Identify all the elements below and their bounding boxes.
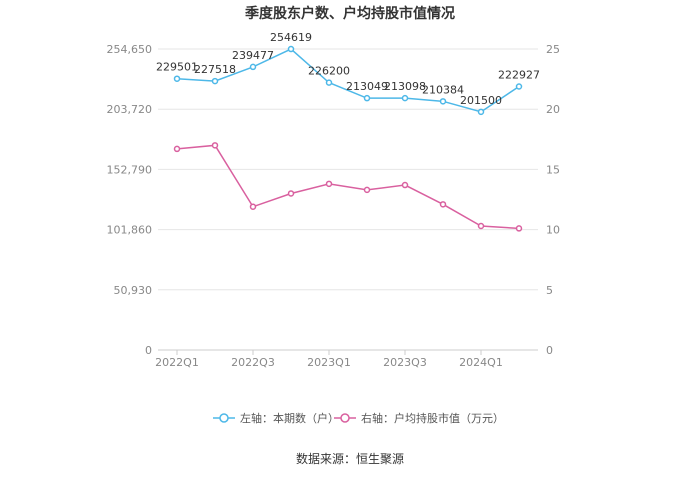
legend-item-1: 左轴：本期数（户） <box>213 411 339 425</box>
x-axis: 2022Q1 2022Q3 2023Q1 2023Q3 2024Q1 <box>155 349 538 369</box>
x-tick-label: 2022Q3 <box>231 356 275 369</box>
grid-lines <box>158 48 538 291</box>
data-label: 239477 <box>232 49 274 62</box>
left-tick-label: 203,720 <box>107 103 153 116</box>
data-label: 226200 <box>308 65 350 78</box>
data-point <box>515 83 523 90</box>
data-point <box>477 222 485 230</box>
data-label: 201500 <box>460 94 502 107</box>
data-point <box>477 108 485 116</box>
series-line-2 <box>176 144 520 230</box>
x-tick-label: 2022Q1 <box>155 356 199 369</box>
legend: 左轴：本期数（户） 右轴：户均持股市值（万元） <box>213 411 504 425</box>
left-y-axis: 0 50,930 101,860 152,790 203,720 254,650 <box>107 43 153 357</box>
data-point <box>401 181 409 189</box>
legend-item-2: 右轴：户均持股市值（万元） <box>334 411 504 425</box>
data-point <box>287 190 295 197</box>
right-y-axis: 0 5 10 15 20 25 <box>546 43 560 357</box>
right-tick-label: 25 <box>546 43 560 56</box>
data-label: 213049 <box>346 80 388 93</box>
left-tick-label: 0 <box>145 344 152 357</box>
left-tick-label: 50,930 <box>114 284 153 297</box>
left-tick-label: 152,790 <box>107 163 153 176</box>
x-tick-label: 2023Q1 <box>307 356 351 369</box>
right-tick-label: 20 <box>546 103 560 116</box>
right-tick-label: 15 <box>546 163 560 176</box>
legend-marker <box>340 413 350 423</box>
data-point <box>211 142 219 149</box>
data-label: 227518 <box>194 63 236 76</box>
data-point <box>249 63 257 71</box>
data-point <box>363 94 371 102</box>
series-line-1 <box>176 48 520 113</box>
data-label: 229501 <box>156 61 198 74</box>
source-text: 数据来源：恒生聚源 <box>296 451 404 466</box>
chart-title: 季度股东户数、户均持股市值情况 <box>244 5 455 22</box>
data-label: 213098 <box>384 80 426 93</box>
data-point <box>287 45 295 53</box>
data-point <box>249 203 257 210</box>
x-tick-label: 2023Q3 <box>383 356 427 369</box>
data-label: 222927 <box>498 68 540 81</box>
data-label: 210384 <box>422 83 464 96</box>
left-tick-label: 101,860 <box>107 224 153 237</box>
data-point <box>401 94 409 102</box>
data-point <box>325 79 333 86</box>
data-point <box>363 186 371 194</box>
data-point <box>325 180 333 188</box>
data-point <box>173 145 181 153</box>
right-tick-label: 10 <box>546 224 560 237</box>
data-point <box>439 201 447 208</box>
left-tick-label: 254,650 <box>107 43 153 56</box>
legend-label: 左轴：本期数（户） <box>240 411 339 425</box>
data-point <box>439 98 447 105</box>
right-tick-label: 5 <box>546 284 553 297</box>
data-point <box>173 75 181 82</box>
legend-label: 右轴：户均持股市值（万元） <box>361 411 504 425</box>
x-tick-label: 2024Q1 <box>459 356 503 369</box>
right-tick-label: 0 <box>546 344 553 357</box>
data-label: 254619 <box>270 31 312 44</box>
data-point <box>211 77 219 85</box>
legend-marker <box>219 413 229 423</box>
data-point <box>515 225 523 232</box>
